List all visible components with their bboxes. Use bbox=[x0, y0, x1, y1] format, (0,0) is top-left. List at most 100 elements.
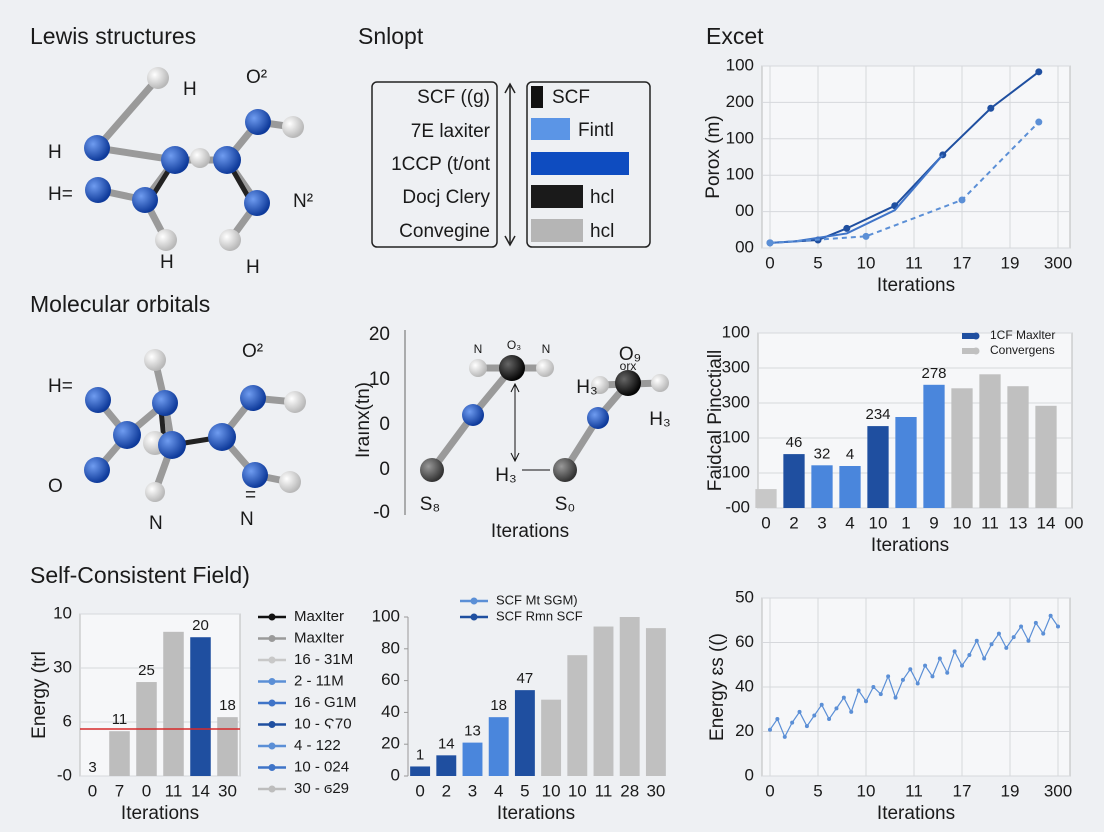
x-axis-label: Iterations bbox=[121, 803, 199, 824]
annotation: 32 bbox=[814, 445, 831, 462]
legend-marker bbox=[268, 635, 276, 642]
molecule bbox=[420, 355, 669, 482]
annotation: 18 bbox=[219, 697, 236, 714]
legend-marker bbox=[268, 721, 276, 728]
x-tick-label: 5 bbox=[520, 781, 529, 800]
y-tick-label: 0 bbox=[745, 765, 754, 784]
atom-label: O² bbox=[246, 67, 267, 88]
bar bbox=[567, 655, 588, 776]
annotation: 14 bbox=[438, 735, 455, 752]
legend-marker bbox=[470, 597, 478, 605]
panel-title: Lewis structures bbox=[30, 23, 196, 49]
atom-label: S₈ bbox=[420, 494, 441, 515]
x-tick-label: 13 bbox=[1009, 513, 1028, 532]
x-tick-label: 28 bbox=[620, 781, 639, 800]
legend-label: 10 - 024 bbox=[294, 758, 349, 775]
annotation: 25 bbox=[138, 662, 155, 679]
x-tick-label: 11 bbox=[905, 253, 923, 272]
x-tick-label: 10 bbox=[857, 781, 876, 800]
y-tick-label: 0 bbox=[391, 765, 400, 784]
annotation: 46 bbox=[786, 434, 803, 451]
atom-label: H bbox=[246, 257, 260, 278]
swatch bbox=[531, 86, 543, 108]
bar bbox=[541, 699, 562, 776]
legend-label: SCF bbox=[552, 87, 590, 108]
y-axis-label: Faidcal Pincctiall bbox=[705, 350, 726, 492]
legend-label: hcl bbox=[590, 221, 614, 242]
x-tick-label: 0 bbox=[88, 781, 97, 800]
y-axis-label: Porox (m) bbox=[703, 115, 724, 198]
box bbox=[371, 81, 498, 248]
y-tick-label: 20 bbox=[381, 734, 400, 753]
point bbox=[1048, 613, 1053, 618]
legend-label: 30 - ϭ29 bbox=[294, 780, 349, 797]
point bbox=[797, 709, 802, 714]
point bbox=[960, 663, 964, 668]
x-tick-label: 3 bbox=[468, 781, 477, 800]
molecule bbox=[84, 349, 306, 502]
x-tick-label: 11 bbox=[981, 513, 999, 532]
x-tick-label: 0 bbox=[765, 253, 774, 272]
x-tick-label: 30 bbox=[218, 781, 237, 800]
series-line bbox=[769, 121, 1040, 244]
row-label: SCF ((g) bbox=[417, 87, 490, 108]
annotation: 234 bbox=[865, 406, 890, 423]
atom-label: orx bbox=[620, 359, 637, 373]
point bbox=[878, 692, 883, 697]
y-tick-label: 30 bbox=[53, 657, 72, 676]
bar bbox=[951, 388, 973, 508]
legend-marker bbox=[268, 742, 276, 750]
legend-marker bbox=[972, 332, 980, 340]
atom-label: H bbox=[160, 252, 174, 273]
x-tick-label: 0 bbox=[765, 781, 774, 800]
x-tick-label: 10 bbox=[568, 781, 587, 800]
legend-label: Fintl bbox=[578, 120, 614, 141]
atom-label: N bbox=[542, 342, 551, 356]
point bbox=[819, 702, 824, 707]
point bbox=[930, 674, 935, 679]
x-tick-label: 10 bbox=[542, 781, 561, 800]
y-tick-label: 200 bbox=[726, 92, 754, 111]
row-label: 1CCP (t/ont bbox=[391, 154, 491, 175]
atom-label: H₃ bbox=[649, 409, 670, 430]
series-line bbox=[769, 614, 1059, 739]
legend-label: 16 - G1M bbox=[294, 694, 357, 711]
x-tick-label: 10 bbox=[857, 253, 876, 272]
molecule bbox=[84, 67, 304, 251]
y-tick-label: 80 bbox=[381, 638, 400, 657]
annotation: 20 bbox=[192, 617, 209, 634]
y-tick-label: 6 bbox=[63, 711, 72, 730]
legend-label: 10 - Ϛ70 bbox=[294, 715, 352, 732]
y-tick-label: 40 bbox=[735, 676, 754, 695]
x-tick-label: 19 bbox=[1001, 253, 1020, 272]
point bbox=[790, 720, 795, 725]
x-tick-label: 5 bbox=[813, 253, 822, 272]
legend-marker bbox=[268, 613, 276, 621]
y-tick-label: 0 bbox=[379, 459, 390, 480]
panel-title: Snlopt bbox=[358, 23, 424, 49]
legend-label: Convergens bbox=[990, 343, 1055, 357]
point bbox=[893, 695, 898, 700]
point bbox=[982, 656, 987, 661]
bar bbox=[462, 742, 483, 776]
x-tick-label: 300 bbox=[1044, 253, 1072, 272]
x-tick-label: 11 bbox=[595, 781, 613, 800]
legend-marker bbox=[268, 785, 276, 793]
x-axis-label: Iterations bbox=[491, 521, 569, 542]
point bbox=[1019, 624, 1024, 629]
point bbox=[1035, 118, 1043, 126]
y-tick-label: -0 bbox=[57, 765, 72, 784]
x-tick-label: 2 bbox=[789, 513, 798, 532]
y-tick-label: 100 bbox=[372, 606, 400, 625]
x-tick-label: 9 bbox=[929, 513, 938, 532]
panel-title: Molecular orbitals bbox=[30, 291, 210, 317]
legend-label: 2 - 11M bbox=[294, 672, 344, 689]
point bbox=[937, 656, 942, 661]
bar bbox=[1007, 386, 1029, 508]
point bbox=[1004, 645, 1009, 650]
legend-label: SCF Mt SGM) bbox=[496, 592, 578, 607]
atom-label: H bbox=[48, 142, 62, 163]
y-tick-label: 100 bbox=[726, 55, 754, 74]
y-tick-label: -0 bbox=[373, 502, 390, 523]
